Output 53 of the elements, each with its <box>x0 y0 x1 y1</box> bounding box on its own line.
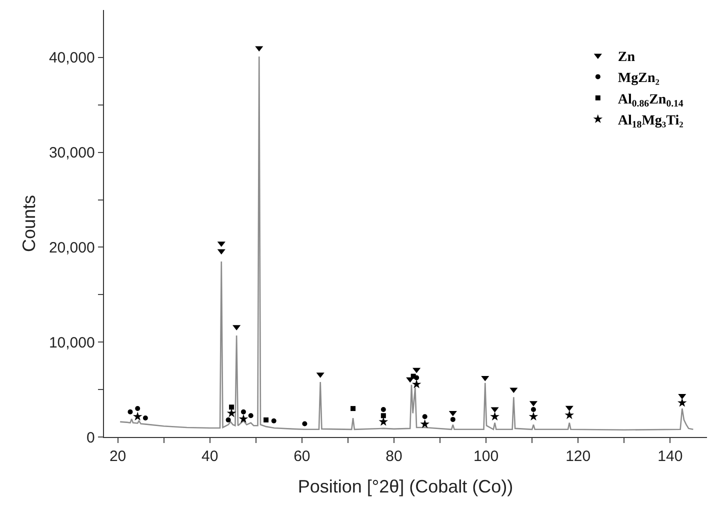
point <box>412 368 421 374</box>
x-tick-label: 40 <box>202 448 218 466</box>
point <box>128 409 133 414</box>
x-tick-label: 120 <box>566 448 591 466</box>
point <box>565 406 574 412</box>
point <box>378 416 388 426</box>
point <box>677 398 687 407</box>
point <box>528 412 538 421</box>
point <box>530 406 536 412</box>
point <box>420 419 430 428</box>
point <box>271 418 276 424</box>
point <box>412 379 422 388</box>
x-axis-title: Position [°2θ] (Cobalt (Co)) <box>298 476 514 496</box>
x-tick-label: 60 <box>294 448 310 466</box>
point <box>448 410 457 416</box>
point <box>450 416 456 422</box>
point <box>226 417 231 422</box>
point <box>264 417 269 422</box>
point <box>142 416 148 421</box>
y-tick-label: 0 <box>86 429 95 446</box>
y-tick-label: 40,000 <box>48 50 95 67</box>
legend-label: Al$_{18}$Mg₃Ti₂ <box>618 114 684 130</box>
point <box>678 394 686 400</box>
x-tick-label: 100 <box>474 448 499 466</box>
point <box>510 388 518 394</box>
x-tick-label: 20 <box>109 448 126 466</box>
point <box>302 421 308 426</box>
y-axis-title: Counts <box>19 194 40 252</box>
point <box>481 376 490 382</box>
point <box>380 406 386 412</box>
x-tick-label: 140 <box>658 448 683 466</box>
point <box>490 407 499 413</box>
legend-label: Zn <box>618 50 636 65</box>
y-tick-label: 10,000 <box>48 334 95 352</box>
y-tick-label: 20,000 <box>48 239 95 256</box>
point <box>132 412 142 421</box>
point <box>422 414 428 420</box>
point <box>217 249 226 255</box>
legend-label: Al$_{0.86}$Zn$_{0.14}$ <box>618 92 684 110</box>
y-tick-label: 30,000 <box>48 144 95 162</box>
point <box>135 406 140 412</box>
point <box>248 413 254 418</box>
x-tick-label: 80 <box>386 448 402 466</box>
point <box>226 408 236 418</box>
point <box>410 374 416 379</box>
point <box>350 406 356 412</box>
point <box>490 412 500 421</box>
legend-label: MgZn₂ <box>618 71 660 86</box>
point <box>238 414 248 423</box>
point <box>240 409 246 414</box>
point <box>229 404 234 410</box>
point <box>564 410 574 420</box>
point <box>380 413 386 418</box>
